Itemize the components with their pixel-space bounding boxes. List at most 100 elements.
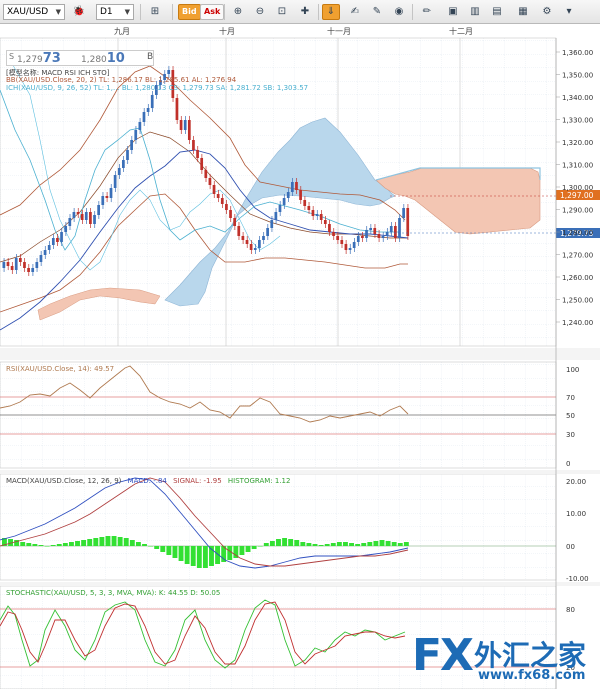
month-label: 九月 [114, 27, 130, 36]
candle-body [402, 208, 405, 218]
candle-body [60, 232, 63, 242]
macd-hist-bar [38, 545, 44, 546]
zoom-fit-icon[interactable]: ⊡ [277, 6, 287, 17]
macd-hist-bar [184, 546, 190, 564]
more-icon[interactable]: ▾ [566, 6, 572, 17]
candle-body [253, 248, 257, 250]
save-icon[interactable]: ▤ [492, 6, 502, 17]
macd-legend-value: MACD: -.84 [127, 477, 167, 485]
macd-hist-bar [263, 543, 269, 546]
candle-body [369, 228, 373, 230]
candle-body [192, 140, 195, 150]
candle-body [154, 85, 158, 95]
macd-hist-bar [361, 543, 367, 546]
candle-body [266, 228, 269, 236]
auto-scroll-icon[interactable]: ⇓ [322, 4, 340, 20]
bid-button[interactable]: Bid [178, 4, 201, 20]
price-tick-label: 1,290.00 [562, 207, 593, 215]
macd-hist-bar [32, 544, 38, 546]
candle-body [385, 232, 389, 236]
drawing-icon[interactable]: ✎ [372, 6, 382, 17]
macd-hist-bar [135, 542, 141, 546]
divider [140, 4, 141, 20]
candle-body [373, 228, 377, 234]
indicator-icon[interactable]: ✍ [350, 6, 360, 17]
layout-icon[interactable]: ▥ [470, 6, 480, 17]
candle-body [282, 198, 286, 205]
month-label: 十月 [219, 26, 235, 36]
stochastic-legend: STOCHASTIC(XAU/USD, 5, 3, 3, MVA, MVA): … [6, 589, 221, 597]
chart-type-icon[interactable]: 🐞 [72, 6, 86, 17]
image-icon[interactable]: ▣ [448, 6, 458, 17]
candle-body [245, 240, 249, 244]
price-tick-label: 1,280.00 [562, 229, 593, 237]
candle-body [179, 120, 183, 130]
buy-price[interactable]: 1,28010 [81, 51, 125, 66]
symbol-select[interactable]: XAU/USD ▼ [3, 4, 65, 20]
candle-body [93, 215, 96, 224]
template-legend: [模型名称: MACD RSI ICH STO] [6, 69, 110, 77]
zoom-out-icon[interactable]: ⊖ [255, 6, 265, 17]
symbol-value: XAU/USD [7, 7, 49, 17]
macd-axis: 20.00 10.00 00 -10.00 [566, 478, 589, 583]
chikou-span [9, 59, 281, 271]
month-label: 十二月 [449, 26, 473, 36]
globe-icon[interactable]: ◉ [394, 6, 404, 17]
macd-hist-bar [385, 541, 391, 546]
buy-price-big: 10 [106, 51, 125, 66]
price-tick-label: 1,320.00 [562, 139, 593, 147]
settings-icon[interactable]: ⚙ [542, 6, 552, 17]
timeframe-select[interactable]: D1 ▼ [96, 4, 134, 20]
macd-hist-bar [379, 540, 385, 546]
price-box[interactable]: S 1,27973 1,28010 B [6, 50, 154, 66]
candles-icon[interactable]: ⊞ [150, 6, 160, 17]
candle-body [344, 244, 348, 250]
macd-hist-bar [87, 539, 93, 546]
macd-panel: 20.00 10.00 00 -10.00 [0, 473, 589, 583]
macd-hist-bar [330, 543, 336, 546]
pencil-icon[interactable]: ✏ [422, 6, 432, 17]
print-icon[interactable]: ▦ [518, 6, 528, 17]
macd-hist-bar [343, 542, 348, 546]
ichimoku-cloud-bear-left [37, 287, 161, 321]
macd-hist-bar [117, 537, 123, 546]
macd-hist-bar [202, 546, 208, 568]
macd-hist-bar [196, 546, 202, 568]
candle-body [307, 206, 311, 210]
macd-hist-bar [373, 541, 379, 546]
macd-hist-bar [397, 543, 403, 546]
macd-hist-bar [62, 543, 68, 546]
macd-hist-bar [99, 537, 105, 546]
price-tick-label: 1,360.00 [562, 49, 593, 57]
macd-hist-bar [251, 546, 257, 549]
macd-tick-label: 00 [566, 543, 575, 551]
macd-hist-bar [233, 546, 239, 558]
rsi-tick-label: 70 [566, 394, 575, 402]
price-tick-label: 1,260.00 [562, 274, 593, 282]
macd-hist-bar [111, 536, 117, 546]
macd-hist-bar [336, 542, 342, 546]
ask-button[interactable]: Ask [200, 4, 225, 20]
price-tick-label: 1,350.00 [562, 72, 593, 80]
macd-hist-bar [227, 546, 233, 560]
candlesticks [2, 66, 410, 276]
divider [412, 4, 413, 20]
candle-body [241, 236, 245, 240]
candle-body [163, 74, 166, 80]
candle-body [51, 238, 55, 245]
candle-body [167, 70, 171, 74]
zoom-in-icon[interactable]: ⊕ [233, 6, 243, 17]
crosshair-icon[interactable]: ✚ [300, 6, 310, 17]
macd-tick-label: -10.00 [566, 575, 589, 583]
ichimoku-cloud-bull [164, 117, 396, 307]
macd-hist-bar [160, 546, 166, 552]
candle-body [212, 185, 216, 194]
sell-price[interactable]: 1,27973 [17, 51, 61, 66]
candle-body [270, 220, 274, 228]
candle-body [208, 178, 212, 185]
candle-body [225, 204, 228, 210]
chart-area[interactable]: 九月 十月 十一月 十二月 1,279.73 1,297.00 1,360.00… [0, 24, 600, 689]
candle-body [290, 182, 294, 192]
macd-hist-bar [209, 546, 214, 566]
candle-body [328, 224, 331, 232]
